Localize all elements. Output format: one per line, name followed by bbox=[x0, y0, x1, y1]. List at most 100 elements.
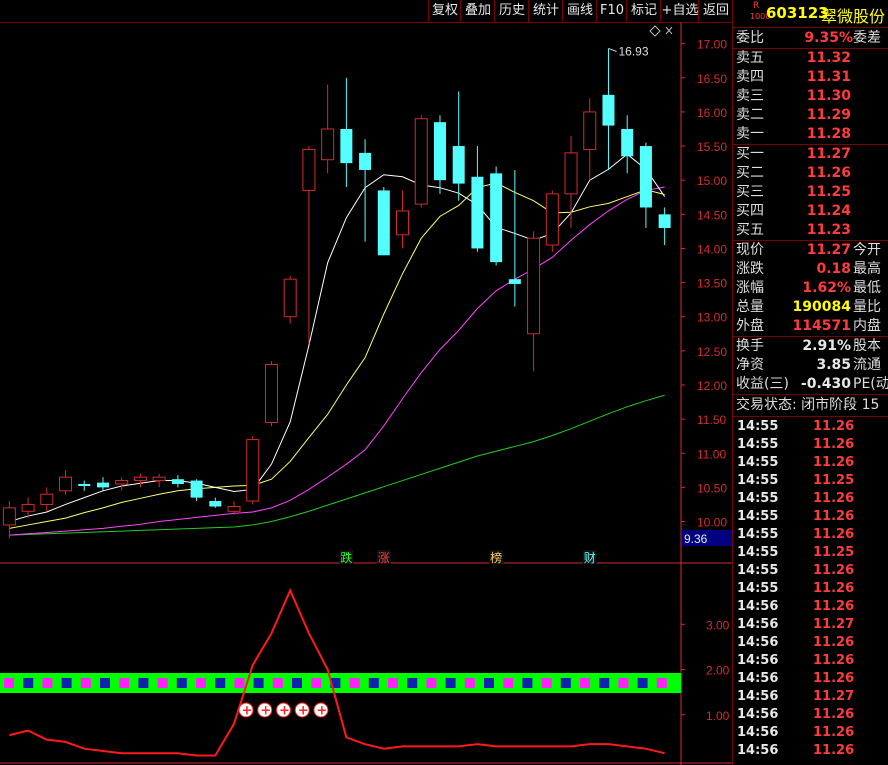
quote-row-2-value: 1.62% bbox=[802, 280, 851, 296]
tick-price: 11.26 bbox=[813, 671, 855, 686]
tick-row: 14:55 11.26 bbox=[733, 508, 888, 526]
signal-band-cell bbox=[464, 678, 475, 688]
event-marker: 财 bbox=[584, 551, 596, 565]
tick-price: 11.26 bbox=[813, 743, 855, 758]
indicator-line bbox=[9, 587, 665, 757]
signal-band-cell bbox=[560, 678, 571, 688]
candle-body-up bbox=[396, 210, 410, 236]
candle-body-up bbox=[527, 237, 541, 335]
tick-time: 14:56 bbox=[737, 617, 779, 632]
ask-level-3: 卖二 11.29 bbox=[733, 106, 888, 125]
y-tick-label: 11.50 bbox=[697, 413, 726, 427]
quote-row-3-label: 总量 bbox=[736, 299, 764, 315]
toolbar-button-7[interactable]: +自选 bbox=[660, 0, 699, 22]
signal-band-cell bbox=[234, 678, 245, 688]
toolbar-button-3[interactable]: 统计 bbox=[528, 0, 563, 22]
toolbar-button-2[interactable]: 历史 bbox=[494, 0, 529, 22]
bid-level-2-value: 11.25 bbox=[806, 184, 851, 200]
toolbar-button-5[interactable]: F10 bbox=[596, 0, 627, 22]
high-pointer bbox=[608, 47, 617, 52]
candle-body-up bbox=[115, 480, 129, 485]
bid-level-4-value: 11.23 bbox=[806, 222, 851, 238]
bid-level-3: 买四 11.24 bbox=[733, 202, 888, 221]
signal-band-cell bbox=[138, 678, 149, 688]
trade-status-text: 交易状态: 闭市阶段 15 bbox=[736, 397, 880, 413]
bid-level-2: 买三 11.25 bbox=[733, 183, 888, 202]
tick-time: 14:56 bbox=[737, 635, 779, 650]
ask-level-1: 卖四 11.31 bbox=[733, 68, 888, 87]
stock-code[interactable]: 603123 bbox=[766, 4, 829, 22]
stock-name[interactable]: 翠微股份 bbox=[821, 7, 886, 26]
indicator-tick-label: 2.00 bbox=[706, 664, 730, 678]
ask-level-0: 卖五 11.32 bbox=[733, 49, 888, 68]
candle-body-up bbox=[152, 476, 166, 482]
event-marker-bg bbox=[582, 550, 597, 564]
quote-row-1-value: 0.18 bbox=[816, 261, 851, 277]
ask-level-2: 卖三 11.30 bbox=[733, 87, 888, 106]
tick-time: 14:56 bbox=[737, 743, 779, 758]
bid-level-2-label: 买三 bbox=[736, 184, 764, 200]
quote-row-0-right-label: 今开 bbox=[853, 242, 881, 258]
tick-row: 14:55 11.25 bbox=[733, 544, 888, 562]
tick-time: 14:55 bbox=[737, 455, 779, 470]
tick-row: 14:56 11.27 bbox=[733, 688, 888, 706]
tick-row: 14:55 11.26 bbox=[733, 580, 888, 598]
y-tick-label: 10.00 bbox=[697, 516, 727, 530]
ask-level-2-label: 卖三 bbox=[736, 88, 764, 104]
signal-band-cell bbox=[503, 678, 514, 688]
tick-price: 11.26 bbox=[813, 509, 855, 524]
tick-price: 11.25 bbox=[813, 545, 855, 560]
y-tick-label: 10.50 bbox=[697, 481, 727, 495]
toolbar-button-0[interactable]: 复权 bbox=[428, 0, 461, 22]
signal-band-cell bbox=[637, 678, 648, 688]
tick-price: 11.26 bbox=[813, 419, 855, 434]
signal-band-cell bbox=[157, 678, 168, 688]
ma10-line bbox=[9, 182, 665, 529]
toolbar-button-8[interactable]: 返回 bbox=[698, 0, 733, 22]
candle-body-down bbox=[96, 482, 109, 488]
order-ratio-row: 委比 9.35% 委差 bbox=[733, 29, 888, 48]
ask-level-4-value: 11.28 bbox=[806, 126, 851, 142]
signal-band-cell bbox=[656, 678, 667, 688]
bid-level-4-label: 买五 bbox=[736, 222, 764, 238]
tick-time: 14:55 bbox=[737, 437, 779, 452]
y-tick-label: 11.00 bbox=[697, 447, 726, 461]
signal-band-cell bbox=[426, 678, 437, 688]
tick-row: 14:56 11.26 bbox=[733, 706, 888, 724]
fundamental-row-2-label: 收益(三) bbox=[736, 376, 789, 392]
candle-body-up bbox=[133, 476, 147, 482]
tick-row: 14:55 11.26 bbox=[733, 490, 888, 508]
ask-level-4: 卖一 11.28 bbox=[733, 125, 888, 144]
tick-row: 14:55 11.25 bbox=[733, 472, 888, 490]
signal-marker bbox=[257, 702, 273, 718]
tick-time: 14:56 bbox=[737, 689, 779, 704]
indicator-tick-label: 3.00 bbox=[706, 618, 730, 632]
signal-marker bbox=[313, 702, 329, 718]
toolbar-button-6[interactable]: 标记 bbox=[626, 0, 661, 22]
signal-marker bbox=[238, 702, 254, 718]
signal-band-cell bbox=[119, 678, 130, 688]
tick-time: 14:55 bbox=[737, 545, 779, 560]
ma20-line bbox=[9, 186, 665, 536]
toolbar-button-4[interactable]: 画线 bbox=[562, 0, 597, 22]
candle-body-up bbox=[414, 118, 428, 205]
tick-time: 14:55 bbox=[737, 581, 779, 596]
tick-price: 11.26 bbox=[813, 725, 855, 740]
tick-row: 14:55 11.26 bbox=[733, 526, 888, 544]
close-icon bbox=[665, 26, 673, 35]
event-marker-bg bbox=[339, 550, 354, 564]
tick-list[interactable]: 14:55 11.26 14:55 11.26 14:55 11.26 14:55 11.25… bbox=[733, 417, 888, 760]
signal-band-cell bbox=[522, 678, 533, 688]
candle-body-up bbox=[227, 506, 241, 512]
fundamental-row-2-right-label: PE(动 bbox=[853, 376, 888, 392]
quote-row-3-right-label: 量比 bbox=[853, 299, 881, 315]
signal-band-cell bbox=[100, 678, 110, 688]
ma5-line bbox=[9, 153, 666, 522]
y-tick-label: 14.00 bbox=[697, 242, 727, 256]
quote-row-0: 现价 11.27 今开 bbox=[733, 241, 888, 260]
ask-level-4-label: 卖一 bbox=[736, 126, 764, 142]
toolbar-button-1[interactable]: 叠加 bbox=[460, 0, 495, 22]
quote-row-1-right-label: 最高 bbox=[853, 261, 881, 277]
tick-price: 11.26 bbox=[813, 563, 855, 578]
kline-chart-area[interactable]: 17.00 16.50 16.00 15.50 15.00 14.50 14.00 13.50… bbox=[0, 22, 732, 765]
